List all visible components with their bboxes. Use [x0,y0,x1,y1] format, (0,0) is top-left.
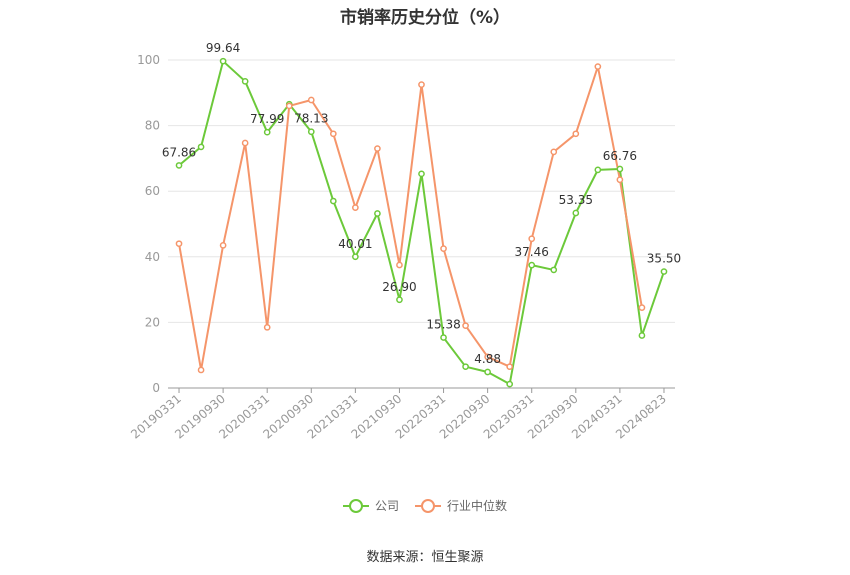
data-point[interactable] [241,77,249,85]
data-point[interactable] [660,268,668,275]
data-point[interactable] [263,323,271,331]
chart-title: 市销率历史分位（%） [339,8,511,28]
data-point[interactable] [638,332,646,339]
data-point[interactable] [374,145,381,152]
y-tick-label: 60 [145,184,160,198]
data-point[interactable] [550,266,558,274]
data-label: 37.46 [515,245,549,259]
y-tick-label: 40 [145,250,160,264]
y-tick-label: 100 [137,53,160,67]
data-point[interactable] [307,128,315,136]
data-point[interactable] [175,240,183,248]
data-label: 78.13 [294,112,328,126]
data-point[interactable] [594,166,602,174]
series-line-1 [178,65,643,371]
data-label: 26.90 [382,280,416,294]
data-label: 53.35 [559,193,593,207]
data-label: 35.50 [647,252,681,266]
data-label: 67.86 [162,145,196,159]
y-tick-label: 0 [152,381,160,395]
series-lines [178,60,665,386]
data-point[interactable] [285,102,293,110]
data-point[interactable] [197,143,205,151]
legend-label-industry: 行业中位数 [447,499,508,513]
legend-item-company[interactable]: 公司 [342,497,399,514]
data-source: 数据来源：恒生聚源 [366,550,484,565]
grid-lines [168,59,675,323]
data-point[interactable] [418,170,425,178]
data-label: 40.01 [338,237,372,251]
data-label: 15.38 [426,318,460,332]
legend-swatch-company [342,498,369,513]
data-point[interactable] [484,368,491,376]
data-point[interactable] [396,261,403,269]
data-labels: 67.86 99.64 77.99 78.13 40.01 26.90 15.38 4.88 3… [162,41,681,366]
data-point[interactable] [352,204,359,211]
data-point[interactable] [572,209,580,217]
data-point[interactable] [374,210,381,217]
data-point[interactable] [462,363,469,371]
data-point[interactable] [219,57,227,65]
data-point[interactable] [175,162,183,169]
series-points [175,57,668,388]
data-point[interactable] [506,363,514,371]
data-point[interactable] [396,296,403,304]
legend-swatch-industry [415,498,441,513]
data-label: 77.99 [250,112,284,126]
data-point[interactable] [594,63,602,70]
data-point[interactable] [329,130,337,138]
data-label: 99.64 [206,41,240,55]
data-point[interactable] [528,235,536,243]
data-point[interactable] [572,130,580,138]
data-point[interactable] [352,253,359,261]
data-point[interactable] [638,304,646,311]
data-point[interactable] [307,96,315,104]
data-point[interactable] [616,176,624,184]
data-point[interactable] [616,165,624,173]
line-chart: 0204060801002019033120190930202003312020… [128,41,681,441]
data-point[interactable] [241,139,249,147]
y-tick-label: 80 [145,119,160,133]
data-point[interactable] [528,261,536,269]
data-point[interactable] [462,322,469,330]
data-point[interactable] [550,148,558,156]
data-label: 4.88 [474,352,501,366]
data-point[interactable] [440,334,447,341]
data-point[interactable] [329,197,337,205]
legend: 公司 行业中位数 [0,497,850,514]
data-point[interactable] [263,128,271,136]
data-point[interactable] [506,380,514,388]
data-point[interactable] [418,81,425,88]
series-line-0 [178,60,665,386]
data-point[interactable] [197,366,205,374]
legend-item-industry[interactable]: 行业中位数 [415,497,507,514]
data-point[interactable] [440,245,447,252]
data-label: 66.76 [603,149,637,163]
data-point[interactable] [219,241,227,249]
y-tick-label: 20 [145,315,160,329]
legend-label-company: 公司 [374,499,399,513]
data-point[interactable] [484,353,491,361]
